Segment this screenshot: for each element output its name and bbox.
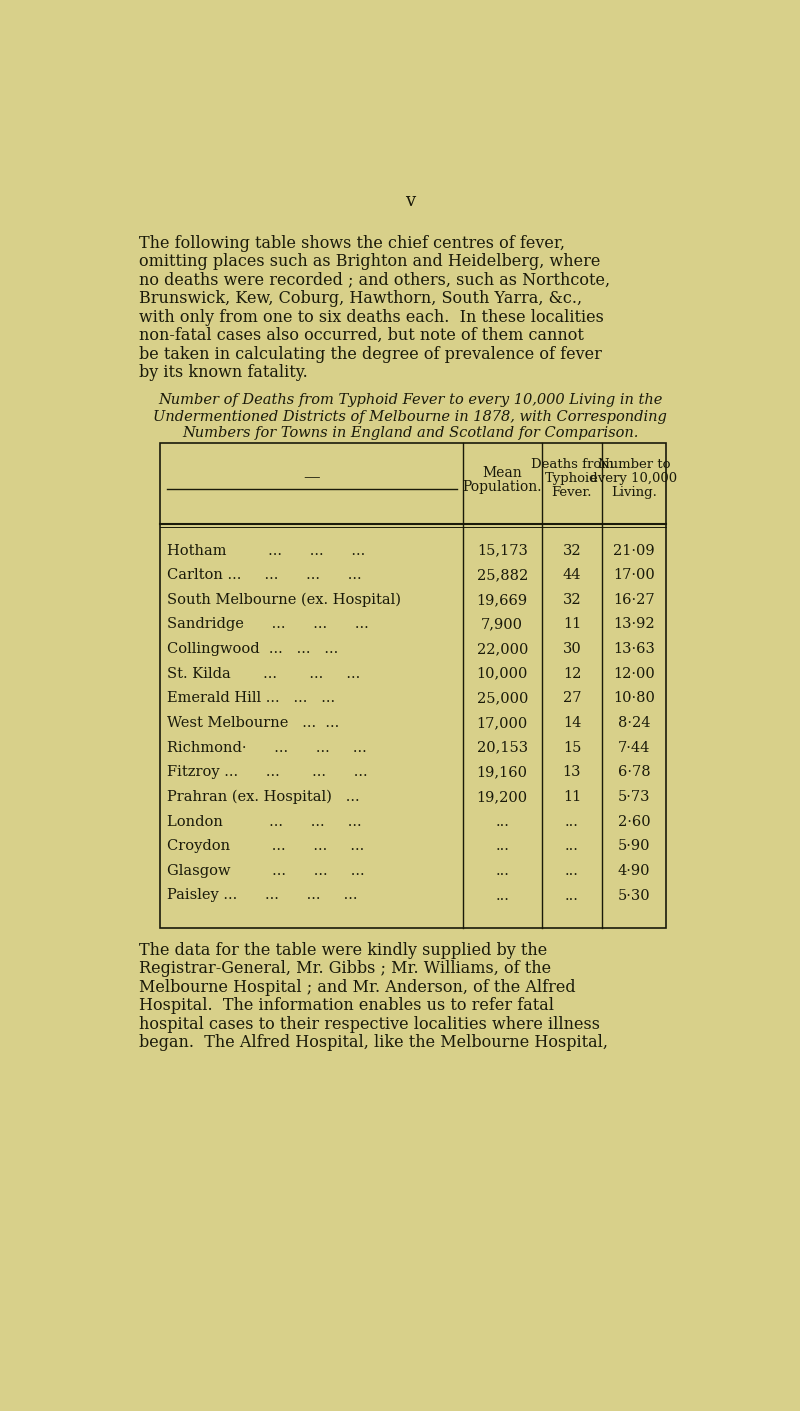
Text: West Melbourne   ...  ...: West Melbourne ... ...: [166, 715, 339, 729]
Text: v: v: [405, 192, 415, 210]
Text: Hospital.  The information enables us to refer fatal: Hospital. The information enables us to …: [138, 998, 554, 1015]
Text: Population.: Population.: [462, 480, 542, 494]
Text: 19,200: 19,200: [477, 790, 528, 804]
Text: 13: 13: [562, 765, 582, 779]
Text: South Melbourne (ex. Hospital): South Melbourne (ex. Hospital): [166, 593, 401, 607]
Text: Emerald Hill ...   ...   ...: Emerald Hill ... ... ...: [166, 691, 334, 706]
Text: 30: 30: [562, 642, 582, 656]
Text: omitting places such as Brighton and Heidelberg, where: omitting places such as Brighton and Hei…: [138, 253, 600, 271]
Text: ...: ...: [495, 864, 509, 878]
Text: Sandridge      ...      ...      ...: Sandridge ... ... ...: [166, 618, 368, 632]
Text: 16·27: 16·27: [613, 593, 654, 607]
Text: 12·00: 12·00: [613, 667, 655, 680]
Text: 17,000: 17,000: [477, 715, 528, 729]
Text: Carlton ...     ...      ...      ...: Carlton ... ... ... ...: [166, 569, 362, 583]
Text: 17·00: 17·00: [613, 569, 655, 583]
Text: 14: 14: [562, 715, 581, 729]
Text: Numbers for Towns in England and Scotland for Comparison.: Numbers for Towns in England and Scotlan…: [182, 426, 638, 440]
Text: no deaths were recorded ; and others, such as Northcote,: no deaths were recorded ; and others, su…: [138, 272, 610, 289]
Text: 15,173: 15,173: [477, 543, 528, 557]
Text: 19,160: 19,160: [477, 765, 528, 779]
Text: 13·63: 13·63: [613, 642, 655, 656]
Text: —: —: [303, 468, 320, 485]
Text: 32: 32: [562, 543, 582, 557]
Text: Croydon         ...      ...     ...: Croydon ... ... ...: [166, 840, 364, 854]
Text: every 10,000: every 10,000: [590, 471, 678, 485]
Text: began.  The Alfred Hospital, like the Melbourne Hospital,: began. The Alfred Hospital, like the Mel…: [138, 1034, 608, 1051]
Text: Number of Deaths from Typhoid Fever to every 10,000 Living in the: Number of Deaths from Typhoid Fever to e…: [158, 392, 662, 406]
Text: 27: 27: [562, 691, 582, 706]
Text: 32: 32: [562, 593, 582, 607]
Text: ...: ...: [495, 889, 509, 903]
Bar: [161, 443, 666, 928]
Text: London          ...      ...     ...: London ... ... ...: [166, 814, 362, 828]
Text: Glasgow         ...      ...     ...: Glasgow ... ... ...: [166, 864, 364, 878]
Text: Fitzroy ...      ...       ...      ...: Fitzroy ... ... ... ...: [166, 765, 367, 779]
Text: 11: 11: [563, 618, 581, 632]
Text: Undermentioned Districts of Melbourne in 1878, with Corresponding: Undermentioned Districts of Melbourne in…: [153, 409, 667, 423]
Text: ...: ...: [565, 889, 579, 903]
Text: 12: 12: [562, 667, 581, 680]
Text: ...: ...: [495, 840, 509, 854]
Text: 21·09: 21·09: [613, 543, 654, 557]
Text: ...: ...: [565, 814, 579, 828]
Text: with only from one to six deaths each.  In these localities: with only from one to six deaths each. I…: [138, 309, 604, 326]
Text: be taken in calculating the degree of prevalence of fever: be taken in calculating the degree of pr…: [138, 346, 602, 363]
Text: ...: ...: [565, 840, 579, 854]
Text: 11: 11: [563, 790, 581, 804]
Text: 20,153: 20,153: [477, 741, 528, 755]
Text: 10,000: 10,000: [477, 667, 528, 680]
Text: 25,000: 25,000: [477, 691, 528, 706]
Text: ...: ...: [495, 814, 509, 828]
Text: 7,900: 7,900: [482, 618, 523, 632]
Text: 19,669: 19,669: [477, 593, 528, 607]
Text: 13·92: 13·92: [613, 618, 654, 632]
Text: 44: 44: [562, 569, 582, 583]
Text: Hotham         ...      ...      ...: Hotham ... ... ...: [166, 543, 365, 557]
Text: by its known fatality.: by its known fatality.: [138, 364, 307, 381]
Text: 5·73: 5·73: [618, 790, 650, 804]
Text: 5·90: 5·90: [618, 840, 650, 854]
Text: Fever.: Fever.: [552, 485, 592, 499]
Text: 4·90: 4·90: [618, 864, 650, 878]
Text: Richmond·      ...      ...     ...: Richmond· ... ... ...: [166, 741, 366, 755]
Text: 22,000: 22,000: [477, 642, 528, 656]
Text: Paisley ...      ...      ...     ...: Paisley ... ... ... ...: [166, 889, 357, 903]
Text: 25,882: 25,882: [477, 569, 528, 583]
Text: 7·44: 7·44: [618, 741, 650, 755]
Text: 15: 15: [562, 741, 581, 755]
Text: Prahran (ex. Hospital)   ...: Prahran (ex. Hospital) ...: [166, 790, 359, 804]
Text: Mean: Mean: [482, 466, 522, 480]
Text: Typhoid: Typhoid: [545, 471, 598, 485]
Text: 8·24: 8·24: [618, 715, 650, 729]
Text: ...: ...: [565, 864, 579, 878]
Text: Living.: Living.: [611, 485, 657, 499]
Text: Melbourne Hospital ; and Mr. Anderson, of the Alfred: Melbourne Hospital ; and Mr. Anderson, o…: [138, 979, 575, 996]
Text: Registrar-General, Mr. Gibbs ; Mr. Williams, of the: Registrar-General, Mr. Gibbs ; Mr. Willi…: [138, 959, 551, 976]
Text: hospital cases to their respective localities where illness: hospital cases to their respective local…: [138, 1016, 600, 1033]
Text: Number to: Number to: [598, 459, 670, 471]
Text: Deaths from: Deaths from: [530, 459, 614, 471]
Text: 5·30: 5·30: [618, 889, 650, 903]
Text: The data for the table were kindly supplied by the: The data for the table were kindly suppl…: [138, 941, 547, 958]
Text: 2·60: 2·60: [618, 814, 650, 828]
Text: The following table shows the chief centres of fever,: The following table shows the chief cent…: [138, 234, 565, 251]
Text: non-fatal cases also occurred, but note of them cannot: non-fatal cases also occurred, but note …: [138, 327, 584, 344]
Text: Brunswick, Kew, Coburg, Hawthorn, South Yarra, &c.,: Brunswick, Kew, Coburg, Hawthorn, South …: [138, 291, 582, 308]
Text: Collingwood  ...   ...   ...: Collingwood ... ... ...: [166, 642, 338, 656]
Text: St. Kilda       ...       ...     ...: St. Kilda ... ... ...: [166, 667, 360, 680]
Text: 6·78: 6·78: [618, 765, 650, 779]
Text: 10·80: 10·80: [613, 691, 655, 706]
